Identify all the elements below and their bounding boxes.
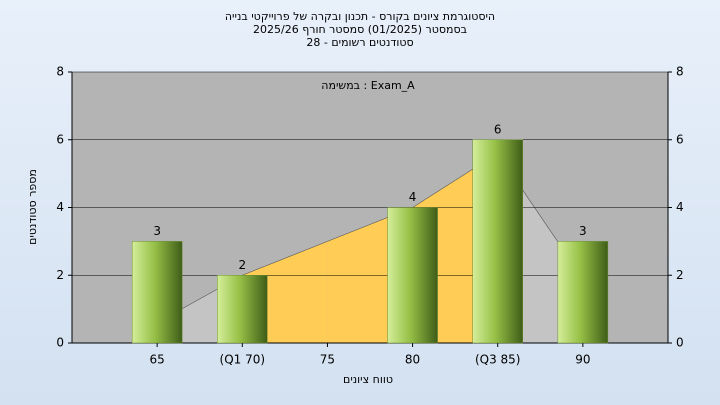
bar (557, 241, 609, 344)
y-axis-label: מספר סטודנטים (26, 169, 39, 245)
x-tick-label: 75 (320, 353, 335, 367)
x-tick-label: (Q1 70) (220, 353, 266, 367)
value-label: 3 (153, 224, 161, 238)
x-axis-label: טווח ציונים (343, 373, 393, 386)
y2-tick-label: 4 (676, 200, 684, 214)
chart-subtitle: סטודנטים רשומים - 28 (306, 36, 413, 49)
bar (217, 275, 268, 344)
y-tick-label: 4 (56, 200, 64, 214)
value-label: 6 (494, 122, 502, 136)
y-tick-label: 8 (56, 65, 64, 79)
bar (131, 241, 183, 344)
chart-title: היסטוגרמת ציונים בקורס - תכנון ובקרה של … (225, 10, 495, 23)
value-label: 3 (579, 224, 587, 238)
value-label: 4 (409, 190, 417, 204)
bar (472, 139, 523, 344)
y2-tick-label: 2 (676, 268, 684, 282)
y-tick-label: 2 (56, 268, 64, 282)
y-tick-label: 0 (56, 336, 64, 350)
x-tick-label: (Q3 85) (475, 353, 521, 367)
y2-tick-label: 8 (676, 65, 684, 79)
value-label: 2 (238, 258, 246, 272)
x-tick-label: 80 (405, 353, 420, 367)
y-tick-label: 6 (56, 132, 64, 146)
y2-tick-label: 0 (676, 336, 684, 350)
x-tick-label: 65 (150, 353, 165, 367)
y2-tick-label: 6 (676, 132, 684, 146)
x-tick-label: 90 (575, 353, 590, 367)
annotation: במשימה : Exam_A (321, 79, 415, 92)
bar (387, 207, 438, 344)
chart-subtitle: בסמסטר (01/2025) סמסטר חורף 2025/26 (253, 23, 467, 36)
